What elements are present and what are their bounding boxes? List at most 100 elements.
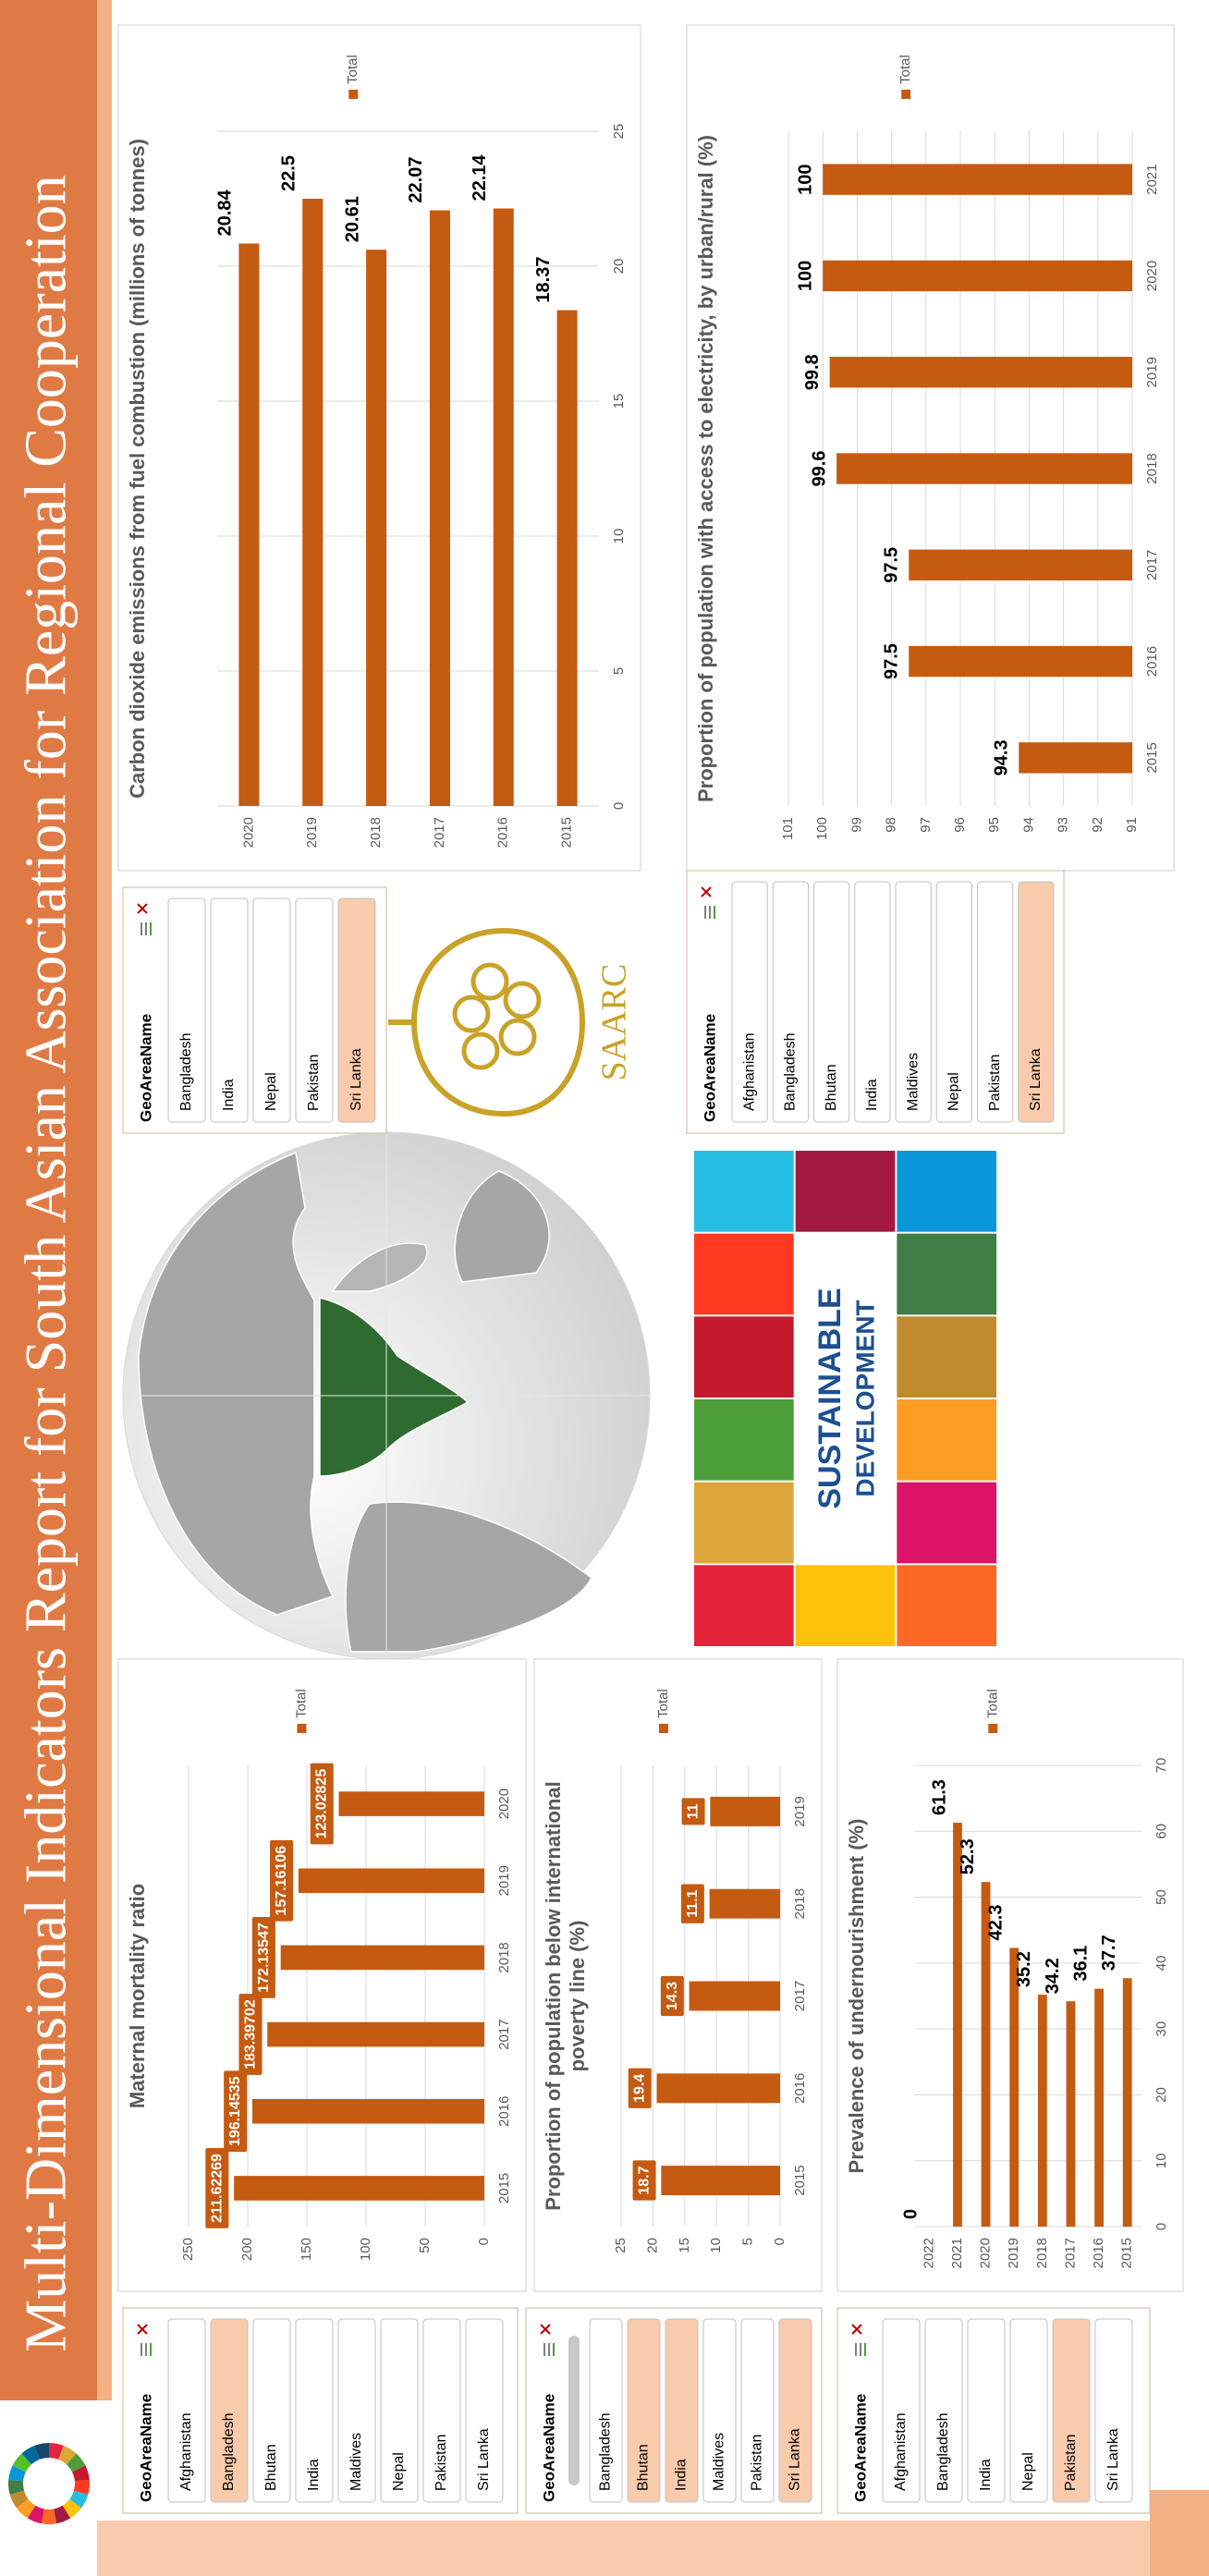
slicer-item-label[interactable]: Pakistan: [1063, 2435, 1079, 2491]
slicer-item-label[interactable]: Bangladesh: [221, 2412, 237, 2491]
x-tick-label: 2017: [1144, 550, 1160, 580]
slicer-item[interactable]: [1018, 881, 1055, 1123]
slicer-item[interactable]: [210, 897, 249, 1123]
y-tick-label: 91: [1124, 817, 1140, 833]
slicer-item[interactable]: [252, 2318, 291, 2503]
slicer-clear-icon[interactable]: [137, 903, 148, 914]
slicer-item-label[interactable]: India: [674, 2459, 690, 2491]
slicer-item-label[interactable]: Maldives: [905, 1053, 921, 1111]
banner-line-1: SUSTAINABLE: [812, 1288, 848, 1508]
slicer-item[interactable]: [731, 881, 768, 1123]
x-tick-label: 70: [1154, 1758, 1169, 1774]
slicer-item-label[interactable]: Pakistan: [306, 1055, 322, 1111]
slicer-item-label[interactable]: Nepal: [263, 1072, 279, 1111]
x-tick-label: 0: [611, 802, 627, 810]
y-tick-label: 250: [180, 2238, 196, 2261]
slicer-item[interactable]: [465, 2318, 504, 2503]
slicer-item[interactable]: [882, 2318, 921, 2503]
slicer-item-label[interactable]: Maldives: [348, 2433, 364, 2491]
slicer-item[interactable]: [813, 881, 850, 1123]
x-tick-label: 2017: [792, 1981, 808, 2011]
slicer-item-label[interactable]: Afghanistan: [893, 2412, 909, 2491]
slicer-item[interactable]: [337, 897, 376, 1123]
slicer-item-label[interactable]: Bhutan: [263, 2444, 279, 2491]
slicer-item-label[interactable]: Sri Lanka: [476, 2428, 492, 2491]
y-tick-label: 100: [814, 817, 830, 840]
slicer-item[interactable]: [895, 881, 932, 1123]
slicer-item[interactable]: [380, 2318, 419, 2503]
slicer-item-label[interactable]: Bangladesh: [783, 1032, 799, 1111]
x-tick-label: 2015: [496, 2173, 512, 2204]
slicer-item-label[interactable]: Bangladesh: [935, 2412, 951, 2491]
slicer-item-label[interactable]: Sri Lanka: [788, 2428, 803, 2491]
slicer-item-label[interactable]: Bhutan: [824, 1064, 839, 1111]
slicer-clear-icon[interactable]: [701, 886, 712, 897]
slicer-item-label[interactable]: Afghanistan: [741, 1032, 757, 1111]
slicer-item-label[interactable]: Pakistan: [434, 2435, 449, 2491]
slicer-item-label[interactable]: Bhutan: [636, 2444, 652, 2491]
slicer-item[interactable]: [1094, 2318, 1133, 2503]
legend-label: Total: [345, 55, 360, 84]
slicer-item-label[interactable]: India: [221, 1079, 237, 1111]
slicer-item[interactable]: [772, 881, 809, 1123]
slicer-item[interactable]: [210, 2318, 249, 2503]
slicer-item[interactable]: [252, 897, 291, 1123]
slicer-item[interactable]: [295, 2318, 334, 2503]
slicer-item[interactable]: [337, 2318, 376, 2503]
x-tick-label: 2018: [1144, 453, 1160, 483]
slicer-item-label[interactable]: Pakistan: [987, 1055, 1003, 1111]
slicer-item[interactable]: [778, 2318, 812, 2503]
slicer-item[interactable]: [295, 897, 334, 1123]
slicer-scrollbar[interactable]: [568, 2336, 580, 2485]
y-tick-label: 0: [772, 2238, 788, 2245]
slicer-clear-icon[interactable]: [851, 2324, 862, 2335]
slicer-item-label[interactable]: India: [306, 2459, 322, 2491]
slicer-item[interactable]: [924, 2318, 963, 2503]
slicer-item[interactable]: [167, 897, 206, 1123]
value-label: 183.39702: [242, 1999, 258, 2069]
slicer-item-label[interactable]: Nepal: [946, 1072, 962, 1111]
slicer-item[interactable]: [589, 2318, 623, 2503]
slicer-item[interactable]: [967, 2318, 1006, 2503]
slicer-item[interactable]: [935, 881, 972, 1123]
slicer-item-label[interactable]: Bangladesh: [178, 1032, 194, 1111]
slicer-item[interactable]: [1009, 2318, 1048, 2503]
x-tick-label: 5: [611, 667, 627, 675]
slicer-item[interactable]: [665, 2318, 699, 2503]
y-tick-label: 92: [1090, 817, 1105, 833]
slicer-item[interactable]: [422, 2318, 461, 2503]
sdg-wheel-segment: [66, 2453, 86, 2472]
sdg-banner: SUSTAINABLE DEVELOPMENT: [693, 1150, 997, 1647]
slicer-clear-icon[interactable]: [137, 2324, 148, 2335]
slicer: GeoAreaName Bangladesh Bhutan India Maldives…: [525, 2307, 823, 2514]
slicer-item-label[interactable]: Sri Lanka: [1105, 2428, 1121, 2491]
sdg-tile: [694, 1565, 794, 1646]
slicer-item-label[interactable]: Maldives: [712, 2433, 727, 2491]
value-label: 172.13547: [256, 1923, 272, 1993]
slicer-item-label[interactable]: Sri Lanka: [348, 1048, 364, 1111]
slicer-item-label[interactable]: India: [978, 2459, 994, 2491]
slicer-item[interactable]: [854, 881, 891, 1123]
slicer-item-label[interactable]: Nepal: [1020, 2452, 1036, 2491]
slicer-item[interactable]: [977, 881, 1014, 1123]
slicer-item-label[interactable]: Pakistan: [750, 2435, 765, 2491]
slicer-item[interactable]: [1052, 2318, 1091, 2503]
sdg-tile: [795, 1150, 896, 1232]
legend-label: Total: [655, 1689, 671, 1718]
slicer-item-label[interactable]: Afghanistan: [178, 2412, 194, 2491]
slicer-item-label[interactable]: Nepal: [391, 2452, 407, 2491]
slicer-item-label[interactable]: Sri Lanka: [1028, 1048, 1044, 1111]
x-tick-label: 15: [611, 394, 627, 409]
value-label: 123.02825: [314, 1769, 330, 1839]
slicer-item[interactable]: [702, 2318, 737, 2503]
slicer-item[interactable]: [740, 2318, 775, 2503]
slicer-item[interactable]: [627, 2318, 661, 2503]
slicer-item[interactable]: [167, 2318, 206, 2503]
slicer-item-label[interactable]: India: [864, 1079, 880, 1111]
slicer-item-label[interactable]: Bangladesh: [598, 2412, 614, 2491]
slicer-clear-icon[interactable]: [540, 2324, 551, 2335]
y-tick-label: 2015: [1119, 2238, 1135, 2268]
value-label: 20.61: [342, 196, 362, 242]
bar: [837, 453, 1133, 484]
